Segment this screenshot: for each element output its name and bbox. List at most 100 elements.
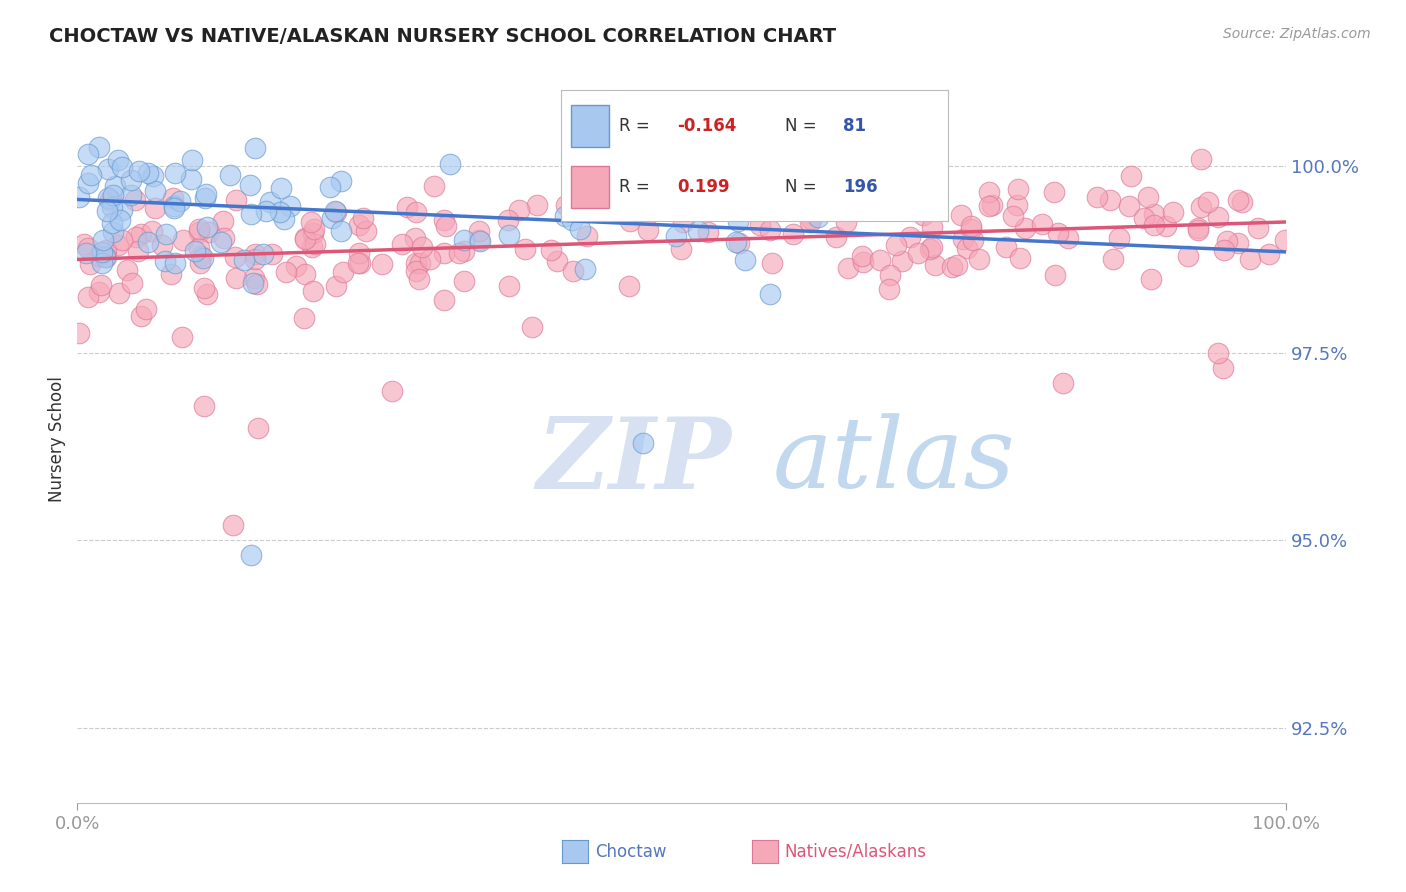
Point — [163, 202, 186, 216]
Point — [1206, 346, 1229, 360]
Point — [301, 240, 323, 254]
Point — [187, 222, 209, 236]
Point — [1052, 376, 1074, 390]
Point — [799, 215, 821, 229]
Point — [72, 236, 94, 251]
Point — [190, 249, 212, 263]
Point — [325, 205, 347, 219]
Point — [352, 211, 374, 225]
Point — [962, 233, 984, 247]
Point — [754, 169, 776, 184]
Point — [852, 255, 875, 269]
Point — [198, 225, 221, 239]
Point — [1119, 169, 1142, 183]
Point — [111, 202, 134, 217]
Point — [94, 250, 117, 264]
Point — [1227, 194, 1250, 208]
Point — [508, 202, 530, 217]
Point — [117, 263, 139, 277]
Point — [439, 157, 461, 171]
Point — [907, 246, 929, 260]
Y-axis label: Nursery School: Nursery School — [48, 376, 66, 502]
Point — [96, 204, 118, 219]
Point — [89, 249, 111, 263]
Text: Choctaw: Choctaw — [595, 843, 666, 861]
Point — [433, 213, 456, 227]
Point — [294, 232, 316, 246]
Point — [218, 168, 240, 182]
Point — [941, 260, 963, 274]
Point — [904, 181, 927, 195]
Point — [851, 249, 873, 263]
Point — [734, 252, 756, 267]
Point — [330, 174, 353, 188]
Point — [404, 231, 426, 245]
Point — [838, 167, 860, 181]
Point — [104, 178, 127, 193]
Point — [135, 301, 157, 316]
Point — [101, 201, 124, 215]
Point — [76, 290, 98, 304]
Point — [270, 181, 292, 195]
Point — [1057, 231, 1080, 245]
Point — [569, 222, 592, 236]
Point — [143, 185, 166, 199]
Point — [243, 271, 266, 285]
Point — [242, 276, 264, 290]
Point — [294, 231, 316, 245]
Point — [136, 235, 159, 250]
Point — [433, 293, 456, 307]
Point — [294, 267, 316, 281]
Point — [575, 178, 598, 193]
Point — [121, 276, 143, 290]
Point — [1099, 193, 1122, 207]
Point — [496, 213, 519, 227]
Point — [90, 278, 112, 293]
Point — [76, 241, 98, 255]
Point — [246, 277, 269, 291]
Point — [921, 240, 943, 254]
Point — [194, 190, 217, 204]
Point — [1118, 199, 1140, 213]
Point — [967, 252, 990, 266]
Point — [180, 172, 202, 186]
Point — [946, 258, 969, 272]
Point — [159, 267, 181, 281]
Point — [91, 233, 114, 247]
Point — [239, 178, 262, 192]
Point — [886, 238, 908, 252]
Point — [142, 169, 165, 184]
Point — [920, 242, 942, 256]
Point — [129, 309, 152, 323]
Point — [1189, 200, 1212, 214]
Point — [243, 252, 266, 267]
Point — [103, 225, 125, 239]
Point — [75, 245, 97, 260]
Point — [124, 193, 146, 207]
Point — [1216, 234, 1239, 248]
Point — [498, 279, 520, 293]
Point — [67, 190, 90, 204]
Point — [212, 213, 235, 227]
Point — [423, 179, 446, 194]
Point — [467, 233, 489, 247]
Point — [224, 250, 246, 264]
Point — [245, 141, 267, 155]
Point — [411, 239, 433, 253]
Point — [1001, 209, 1024, 223]
Point — [165, 166, 187, 180]
Point — [540, 244, 562, 258]
Point — [79, 257, 101, 271]
Point — [273, 212, 295, 227]
Point — [561, 213, 583, 227]
Point — [882, 203, 904, 218]
Point — [1177, 250, 1199, 264]
Point — [408, 255, 430, 269]
Point — [193, 399, 215, 413]
Point — [97, 191, 120, 205]
Text: CHOCTAW VS NATIVE/ALASKAN NURSERY SCHOOL CORRELATION CHART: CHOCTAW VS NATIVE/ALASKAN NURSERY SCHOOL… — [49, 27, 837, 45]
Point — [1007, 182, 1029, 196]
Point — [1154, 219, 1177, 233]
Point — [761, 256, 783, 270]
Point — [172, 233, 194, 247]
